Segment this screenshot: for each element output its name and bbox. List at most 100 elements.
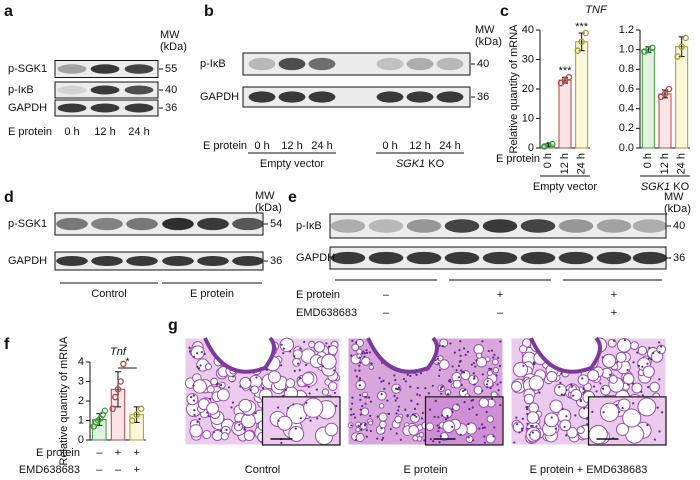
nucleus (396, 387, 399, 391)
nucleus (481, 340, 484, 343)
nucleus (335, 404, 338, 408)
alveolus (559, 419, 572, 432)
alveolus (394, 415, 403, 424)
lane-label: 0 h (254, 140, 269, 152)
x-tick-label: 24 h (576, 153, 588, 174)
blot-band (436, 91, 464, 103)
alveolus (444, 389, 452, 396)
nucleus (376, 415, 379, 418)
mw-label: MW (255, 190, 275, 202)
mw-value: 40 (477, 58, 489, 70)
alveolus (378, 412, 388, 422)
nucleus (418, 394, 421, 397)
nucleus (658, 378, 661, 381)
mw-label: MW (664, 191, 684, 203)
nucleus (364, 402, 367, 405)
nucleus (429, 438, 432, 441)
alveolus (361, 356, 371, 366)
alveolus (218, 381, 226, 389)
panel-letter: d (4, 189, 14, 206)
nucleus (282, 351, 285, 355)
nucleus (367, 396, 371, 399)
alveolus (468, 374, 479, 385)
group-suffix: KO (673, 181, 689, 193)
data-point (565, 73, 573, 81)
alveolus (412, 435, 419, 442)
nucleus (262, 386, 265, 390)
data-point (582, 29, 589, 37)
alveolus (544, 412, 559, 428)
alveolus (637, 397, 657, 417)
nucleus (586, 423, 589, 426)
nucleus (661, 411, 664, 414)
nucleus (535, 425, 538, 428)
nucleus (570, 385, 574, 388)
y-axis-label: Relative quantity of mRNA (58, 336, 70, 466)
y-tick-label: 0.4 (619, 103, 634, 115)
nucleus (406, 414, 409, 417)
nucleus (437, 430, 440, 433)
nucleus (492, 356, 495, 359)
nucleus (280, 441, 283, 444)
nucleus (239, 385, 242, 388)
nucleus (632, 382, 635, 385)
alveolus (491, 358, 499, 366)
lane-label: 24 h (311, 140, 332, 152)
nucleus (444, 418, 448, 421)
nucleus (554, 427, 558, 430)
nucleus (365, 396, 368, 399)
group-name: E protein (190, 288, 234, 300)
nucleus (637, 364, 641, 368)
significance: * (125, 356, 130, 368)
data-point (109, 405, 116, 413)
blot-band (126, 217, 158, 231)
data-point (101, 407, 109, 414)
nucleus (461, 371, 464, 374)
nucleus (471, 406, 474, 409)
nucleus (380, 427, 383, 430)
blot-band (368, 251, 404, 265)
nucleus (333, 391, 336, 395)
nucleus (483, 435, 486, 438)
nucleus (292, 403, 295, 406)
nucleus (206, 411, 209, 414)
alveolus (303, 397, 324, 418)
blot-band (248, 57, 276, 71)
nucleus (470, 363, 473, 366)
nucleus (293, 355, 296, 358)
nucleus (397, 409, 400, 412)
alveolus (377, 390, 387, 401)
nucleus (515, 416, 518, 419)
y-tick-label: 30 (522, 53, 534, 65)
nucleus (558, 385, 561, 389)
nucleus (436, 357, 440, 360)
alveolus (587, 369, 600, 382)
alveolus (206, 402, 219, 415)
nucleus (370, 362, 373, 365)
alveolus (473, 385, 483, 395)
nucleus (526, 412, 529, 416)
bar (641, 49, 655, 149)
nucleus (358, 369, 361, 372)
nucleus (351, 339, 354, 342)
nucleus (428, 408, 432, 411)
condition-sign: – (497, 307, 504, 319)
group-label: SGK1 KO (396, 158, 445, 170)
nucleus (652, 352, 655, 355)
nucleus (196, 352, 199, 355)
nucleus (424, 387, 427, 390)
nucleus (192, 384, 195, 387)
nucleus (490, 367, 493, 371)
inset-frame (261, 396, 341, 446)
condition-label: E protein (8, 126, 52, 138)
alveolus (327, 381, 338, 391)
nucleus (416, 393, 419, 396)
nucleus (457, 364, 461, 367)
row-label: p-IκB (8, 84, 34, 96)
nucleus (485, 410, 488, 414)
nucleus (626, 368, 629, 372)
alveolus (511, 380, 523, 392)
blot-band (162, 217, 194, 231)
nucleus (406, 373, 409, 376)
